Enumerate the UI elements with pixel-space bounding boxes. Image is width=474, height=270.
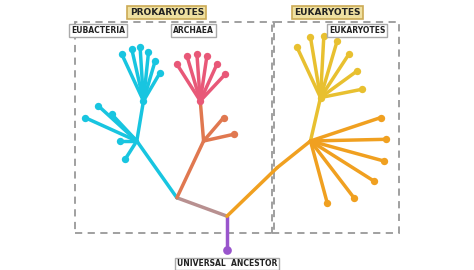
Point	[128, 47, 136, 51]
Point	[203, 54, 211, 58]
Point	[380, 159, 388, 163]
Point	[183, 54, 191, 58]
Point	[293, 45, 301, 50]
Point	[377, 116, 384, 120]
Point	[173, 62, 181, 66]
Point	[345, 52, 353, 56]
Point	[221, 72, 229, 76]
Point	[382, 137, 390, 141]
Point	[196, 99, 204, 103]
Point	[213, 62, 221, 66]
Point	[358, 87, 366, 91]
Point	[121, 157, 129, 161]
Point	[81, 116, 89, 120]
Bar	[75, 22, 274, 233]
Point	[307, 35, 314, 40]
Point	[317, 95, 324, 100]
Point	[118, 52, 126, 56]
Text: EUKARYOTES: EUKARYOTES	[329, 26, 385, 35]
Point	[350, 196, 358, 200]
Point	[230, 132, 237, 136]
Point	[116, 139, 124, 143]
Point	[145, 50, 152, 55]
Text: UNIVERSAL  ANCESTOR: UNIVERSAL ANCESTOR	[177, 259, 277, 268]
Point	[140, 99, 147, 103]
Point	[156, 70, 164, 75]
Text: PROKARYOTES: PROKARYOTES	[130, 8, 204, 17]
Point	[370, 179, 378, 183]
Point	[354, 69, 361, 73]
Text: EUKARYOTES: EUKARYOTES	[294, 8, 360, 17]
Point	[323, 201, 331, 205]
Point	[151, 59, 159, 63]
Point	[137, 45, 144, 50]
Text: EUBACTERIA: EUBACTERIA	[72, 26, 126, 35]
Text: ARCHAEA: ARCHAEA	[173, 26, 214, 35]
Point	[193, 52, 201, 56]
Point	[220, 116, 228, 120]
Point	[108, 112, 116, 116]
Point	[320, 33, 328, 38]
Point	[95, 104, 102, 108]
Point	[333, 39, 341, 43]
Bar	[272, 22, 399, 233]
Point	[223, 247, 231, 252]
